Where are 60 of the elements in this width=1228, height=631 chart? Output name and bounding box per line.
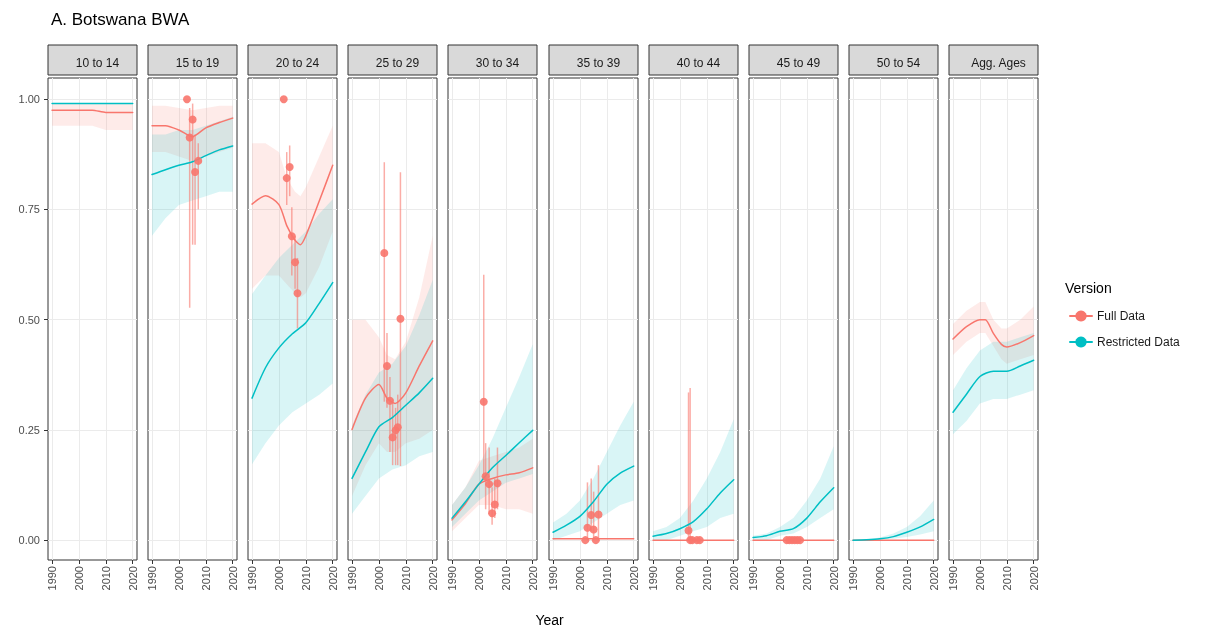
x-tick-label: 2010 xyxy=(1000,566,1013,591)
x-tick-label: 2000 xyxy=(473,566,486,591)
legend-label: Restricted Data xyxy=(1096,335,1180,349)
x-tick-label: 2000 xyxy=(72,566,85,591)
chart-subtitle: 50 to 54 xyxy=(876,56,921,70)
x-tick-label: 1990 xyxy=(146,566,159,591)
y-tick-label: 0.25 xyxy=(18,423,40,436)
x-tick-label: 2000 xyxy=(973,566,986,591)
x-tick-label: 2000 xyxy=(273,566,286,591)
x-tick-label: 2010 xyxy=(800,566,813,591)
x-tick-label: 1990 xyxy=(846,566,859,591)
legend-title: Version xyxy=(1064,280,1112,296)
x-tick-label: 2000 xyxy=(673,566,686,591)
x-tick-label: 2000 xyxy=(773,566,786,591)
chart-subtitle: 25 to 29 xyxy=(376,56,420,70)
chart-subtitle: 40 to 44 xyxy=(676,56,721,70)
x-tick-label: 1990 xyxy=(46,566,59,591)
x-tick-label: 2020 xyxy=(827,566,840,591)
x-tick-label: 2010 xyxy=(700,566,713,591)
x-tick-label: 1990 xyxy=(346,566,359,591)
x-tick-label: 2020 xyxy=(1027,566,1040,591)
x-tick-label: 2010 xyxy=(500,566,513,591)
x-axis-title: Year xyxy=(535,612,565,628)
x-tick-label: 1990 xyxy=(246,566,259,591)
x-tick-label: 2010 xyxy=(99,566,112,591)
y-tick-label: 0.75 xyxy=(18,203,40,216)
chart-subtitle: 35 to 39 xyxy=(576,56,621,70)
x-tick-label: 2000 xyxy=(573,566,586,591)
x-tick-label: 2010 xyxy=(400,566,413,591)
x-tick-label: 1990 xyxy=(646,566,659,591)
x-tick-label: 2020 xyxy=(126,566,139,591)
chart-title: A. Botswana BWA xyxy=(51,10,190,29)
x-tick-label: 1990 xyxy=(946,566,959,591)
x-tick-label: 2010 xyxy=(199,566,212,591)
chart-subtitle: 10 to 14 xyxy=(75,56,120,70)
y-tick-label: 0.00 xyxy=(18,534,40,547)
legend-label: Full Data xyxy=(1096,309,1146,323)
y-tick-label: 0.50 xyxy=(18,313,40,326)
x-tick-label: 2020 xyxy=(727,566,740,591)
x-tick-label: 2000 xyxy=(873,566,886,591)
x-tick-label: 2020 xyxy=(426,566,439,591)
x-tick-label: 2020 xyxy=(927,566,940,591)
x-tick-label: 2020 xyxy=(226,566,239,591)
x-tick-label: 2020 xyxy=(326,566,339,591)
chart-subtitle: 30 to 34 xyxy=(476,56,520,70)
chart-subtitle: 15 to 19 xyxy=(175,56,220,70)
x-tick-label: 2000 xyxy=(373,566,386,591)
x-tick-label: 2010 xyxy=(300,566,312,591)
x-tick-label: 2010 xyxy=(900,566,913,591)
x-tick-label: 1990 xyxy=(746,566,759,591)
y-tick-label: 1.00 xyxy=(18,93,40,106)
chart-subtitle: 45 to 49 xyxy=(776,56,821,70)
x-tick-label: 1990 xyxy=(446,566,459,591)
x-tick-label: 2020 xyxy=(627,566,640,591)
chart-subtitle: Agg. Ages xyxy=(971,56,1026,70)
x-tick-label: 2020 xyxy=(527,566,540,591)
x-tick-label: 2000 xyxy=(173,566,186,591)
chart-subtitle: 20 to 24 xyxy=(276,56,320,70)
x-tick-label: 2010 xyxy=(600,566,613,591)
x-tick-label: 1990 xyxy=(546,566,559,591)
